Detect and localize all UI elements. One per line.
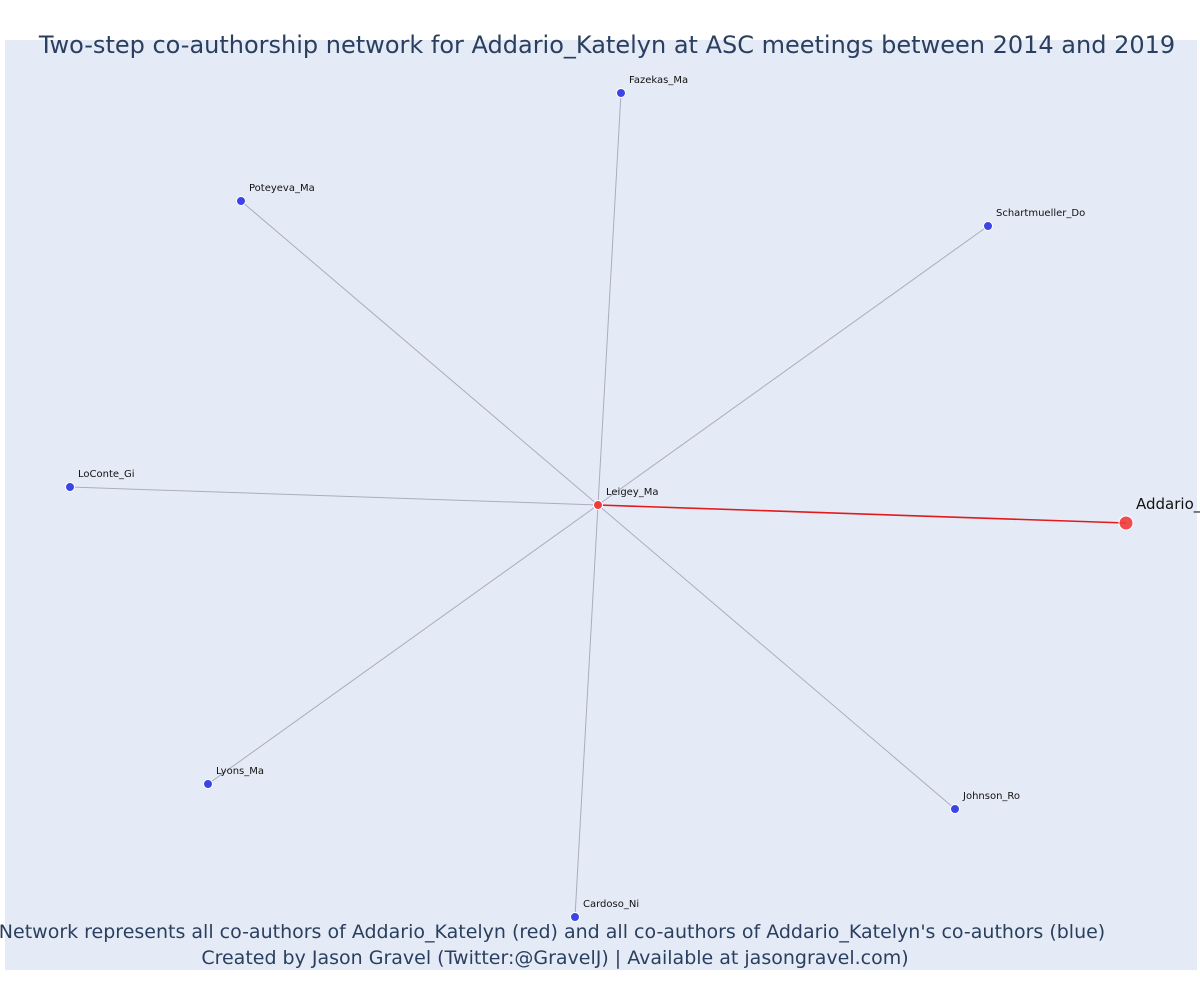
edge-leigey-loconte <box>69 486 599 506</box>
node-label-johnson: Johnson_Ro <box>962 791 1020 802</box>
node-label-leigey: Leigey_Ma <box>606 487 659 498</box>
node-poteyeva[interactable] <box>236 196 246 206</box>
node-label-poteyeva: Poteyeva_Ma <box>249 183 315 194</box>
nodes-layer: Addario_ Leigey_Ma Fazekas_Ma Poteyeva_Ma Sc… <box>65 75 1200 922</box>
footnote-line-1: Network represents all co-authors of Add… <box>0 921 1105 943</box>
node-schartmueller[interactable] <box>983 221 993 231</box>
node-label-cardoso: Cardoso_Ni <box>583 899 639 910</box>
edge-leigey-schartmueller <box>597 225 989 506</box>
edge-focal-leigey <box>597 504 1127 524</box>
edge-leigey-fazekas <box>597 92 622 506</box>
node-lyons[interactable] <box>203 779 213 789</box>
chart-title: Two-step co-authorship network for Addar… <box>38 31 1175 59</box>
node-leigey[interactable] <box>593 500 603 510</box>
node-label-focal: Addario_ <box>1136 495 1200 514</box>
footnote-line-2: Created by Jason Gravel (Twitter:@Gravel… <box>201 947 908 969</box>
node-fazekas[interactable] <box>616 88 626 98</box>
edge-leigey-johnson <box>597 504 956 810</box>
node-label-loconte: LoConte_Gi <box>78 469 135 480</box>
edge-leigey-poteyeva <box>240 200 599 506</box>
node-loconte[interactable] <box>65 482 75 492</box>
node-label-lyons: Lyons_Ma <box>216 766 264 777</box>
edges-layer <box>69 92 1127 918</box>
node-label-fazekas: Fazekas_Ma <box>629 75 688 86</box>
node-focal[interactable] <box>1118 515 1134 531</box>
node-cardoso[interactable] <box>570 912 580 922</box>
edge-leigey-cardoso <box>574 504 599 918</box>
node-label-schartmueller: Schartmueller_Do <box>996 208 1085 219</box>
node-johnson[interactable] <box>950 804 960 814</box>
edge-leigey-lyons <box>207 504 599 785</box>
